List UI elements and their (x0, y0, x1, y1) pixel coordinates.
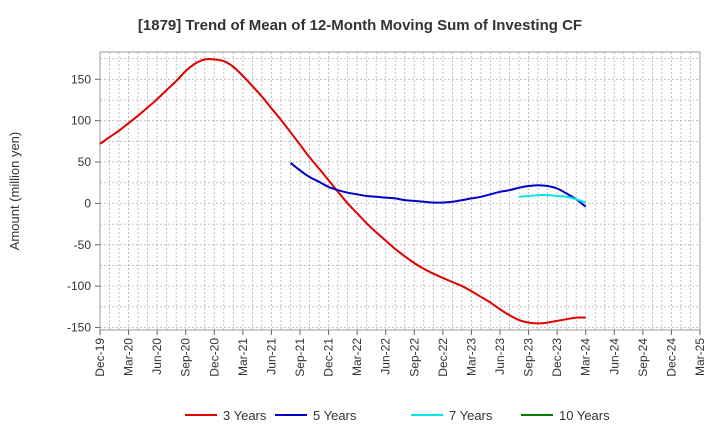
series-line-5-years (289, 162, 587, 208)
x-tick-label: Mar-21 (236, 338, 250, 376)
x-tick-label: Mar-23 (464, 338, 478, 376)
y-tick-label: 0 (84, 196, 91, 210)
x-tick-label: Sep-21 (293, 338, 307, 377)
x-tick-label: Jun-21 (264, 338, 278, 375)
x-tick-label: Mar-22 (350, 338, 364, 376)
y-tick-label: -50 (74, 238, 92, 252)
x-tick-label: Sep-23 (522, 338, 536, 377)
legend-label: 5 Years (313, 408, 357, 423)
chart-title: [1879] Trend of Mean of 12-Month Moving … (138, 17, 582, 34)
y-tick-label: -100 (67, 279, 91, 293)
legend: 3 Years 5 Years 7 Years 10 Years (185, 408, 610, 423)
y-tick-label: 100 (71, 114, 91, 128)
x-tick-label: Sep-20 (179, 338, 193, 377)
y-tick-label: -150 (67, 321, 91, 335)
series-line-7-years (519, 194, 587, 204)
series-group (99, 58, 587, 325)
x-tick-label: Sep-24 (636, 338, 650, 377)
x-tick-label: Mar-24 (579, 338, 593, 376)
y-axis: 150 100 50 0 -50 -100 -150 (67, 72, 100, 335)
x-tick-label: Dec-23 (550, 338, 564, 377)
y-tick-label: 150 (71, 72, 91, 86)
x-tick-label: Jun-24 (607, 338, 621, 375)
x-tick-label: Mar-20 (122, 338, 136, 376)
legend-label: 10 Years (559, 408, 610, 423)
grid (99, 52, 701, 330)
x-tick-label: Dec-22 (436, 338, 450, 377)
x-tick-label: Jun-20 (150, 338, 164, 375)
x-tick-label: Dec-24 (664, 338, 678, 377)
legend-label: 3 Years (223, 408, 267, 423)
legend-label: 7 Years (449, 408, 493, 423)
series-line-3-years (99, 58, 586, 325)
x-tick-label: Sep-22 (407, 338, 421, 377)
x-tick-label: Dec-20 (207, 338, 221, 377)
y-tick-label: 50 (78, 155, 92, 169)
plot-frame (99, 51, 701, 331)
x-tick-label: Jun-23 (493, 338, 507, 375)
x-tick-label: Jun-22 (379, 338, 393, 375)
y-axis-label: Amount (million yen) (7, 132, 22, 251)
x-tick-label: Dec-19 (93, 338, 107, 377)
x-tick-label: Mar-25 (693, 338, 707, 376)
x-tick-label: Dec-21 (322, 338, 336, 377)
x-axis: Dec-19 Mar-20 Jun-20 Sep-20 Dec-20 Mar-21 Jun-… (93, 330, 707, 377)
